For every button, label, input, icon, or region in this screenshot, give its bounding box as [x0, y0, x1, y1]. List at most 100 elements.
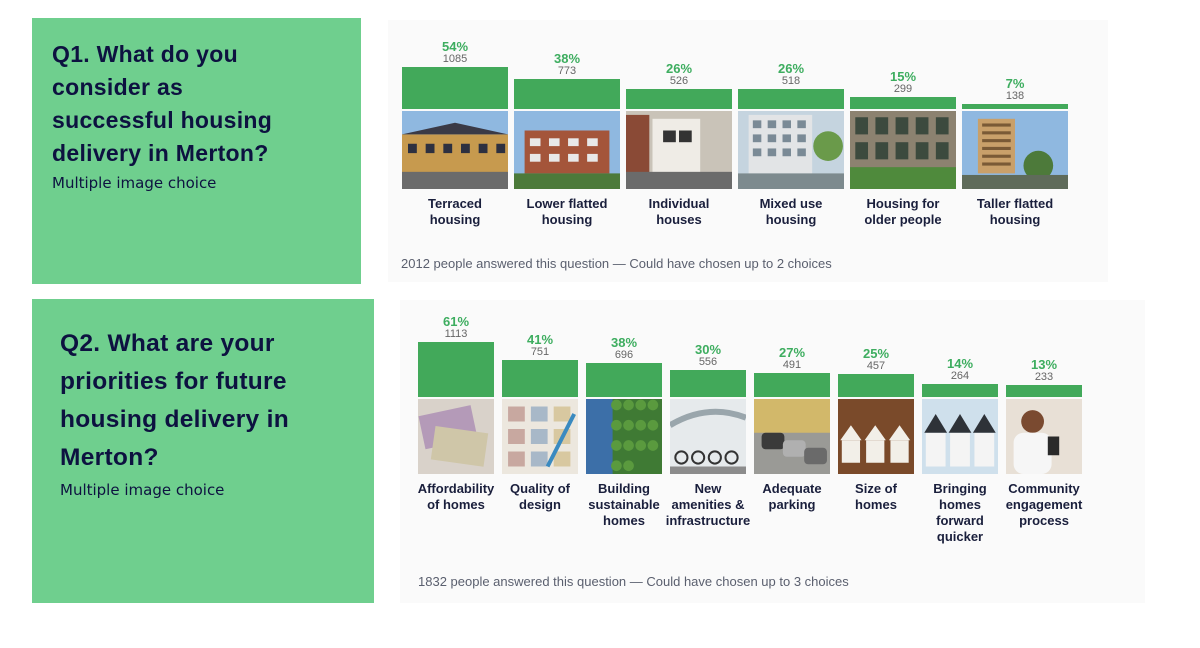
- bar: [402, 67, 508, 109]
- category-label-line: of homes: [427, 497, 485, 512]
- mixed-use-block-photo: [738, 111, 844, 189]
- count-label: 1085: [442, 53, 468, 65]
- category-label-line: Size of: [855, 481, 897, 496]
- category-label: Lower flatted housing: [510, 196, 624, 228]
- count-label: 518: [781, 74, 801, 87]
- category-label-line: amenities &: [671, 497, 745, 512]
- category-label-line: housing: [765, 212, 817, 227]
- bar: [514, 79, 620, 109]
- category-label-line: Housing for: [866, 196, 940, 211]
- category-label-line: forward: [936, 513, 984, 528]
- category-label: Size of homes: [832, 481, 920, 513]
- count-label: 233: [1034, 371, 1054, 384]
- bar: [738, 88, 844, 109]
- category-label-line: sustainable: [588, 497, 660, 512]
- bar: [838, 374, 914, 397]
- bar: [850, 97, 956, 109]
- bike-shelter-photo: [670, 399, 746, 474]
- category-label: Taller flatted housing: [958, 196, 1072, 228]
- category-label: Affordability of homes: [412, 481, 500, 513]
- category-label-line: housing: [541, 212, 593, 227]
- bar: [962, 103, 1068, 109]
- q2-footnote: 1832 people answered this question — Cou…: [418, 574, 849, 589]
- category-label: Quality of design: [496, 481, 584, 513]
- category-label-line: Adequate: [762, 481, 822, 496]
- category-label-line: Individual: [648, 196, 710, 211]
- q2-subtitle: Multiple image choice: [60, 481, 225, 499]
- value-label: 14%: [946, 356, 974, 372]
- category-label-line: Community: [1008, 481, 1080, 496]
- q1-chart-panel: 54% 1085 Terraced housing 38% 773 Lower flatte…: [388, 20, 1108, 282]
- category-label-line: Building: [598, 481, 650, 496]
- q1-title-line: Q1. What do you: [52, 41, 238, 67]
- value-label: 41%: [526, 332, 554, 348]
- bar: [502, 360, 578, 397]
- category-label: New amenities & infrastructure: [664, 481, 752, 529]
- value-label: 54%: [441, 39, 469, 54]
- category-label-line: housing: [429, 212, 481, 227]
- q1-subtitle: Multiple image choice: [52, 174, 217, 192]
- older-people-housing-photo: [850, 111, 956, 189]
- category-label-line: engagement: [1005, 497, 1083, 512]
- category-label: Adequate parking: [748, 481, 836, 513]
- terraced-houses-photo: [402, 111, 508, 189]
- person-phone-photo: [1006, 399, 1082, 474]
- tower-block-photo: [962, 111, 1068, 189]
- category-label-line: New: [694, 481, 722, 496]
- bar: [922, 384, 998, 397]
- category-label-line: process: [1019, 513, 1069, 528]
- house-models-photo: [838, 399, 914, 474]
- design-plans-photo: [502, 399, 578, 474]
- value-label: 38%: [610, 334, 638, 350]
- q2-chart-panel: 61% 1113 Affordability of homes 41% 751 Qualit…: [400, 300, 1145, 603]
- category-label: Bringing homes forward quicker: [916, 481, 1004, 545]
- count-label: 751: [530, 346, 550, 359]
- category-label-line: Bringing: [933, 481, 987, 496]
- q2-title-line: Q2. What are your: [60, 330, 275, 357]
- q1-footnote: 2012 people answered this question — Cou…: [401, 256, 832, 271]
- q2-title-line: priorities for future: [60, 368, 287, 395]
- count-label: 491: [782, 358, 802, 371]
- category-label-line: infrastructure: [665, 513, 751, 528]
- value-label: 13%: [1030, 357, 1058, 373]
- category-label-line: Terraced: [428, 196, 482, 211]
- category-label-line: Mixed use: [759, 196, 823, 211]
- category-label-line: houses: [656, 212, 702, 227]
- value-label: 38%: [553, 51, 581, 67]
- q2-title-line: Merton?: [60, 444, 159, 471]
- bar: [754, 372, 830, 397]
- count-label: 457: [866, 360, 886, 373]
- count-label: 773: [557, 65, 577, 78]
- bar: [586, 362, 662, 397]
- value-label: 61%: [442, 314, 470, 329]
- category-label-line: housing: [989, 212, 1041, 227]
- bar: [1006, 385, 1082, 397]
- category-label: Mixed use housing: [734, 196, 848, 228]
- bar: [670, 369, 746, 397]
- category-label: Community engagement process: [1000, 481, 1088, 529]
- category-label-line: Quality of: [510, 481, 570, 496]
- category-label: Housing for older people: [846, 196, 960, 228]
- bar: [418, 342, 494, 397]
- category-label-line: Affordability: [417, 481, 495, 496]
- count-label: 526: [669, 74, 689, 87]
- category-label-line: design: [519, 497, 561, 512]
- q2-title: Q2. What are your priorities for future ho…: [60, 325, 356, 477]
- count-label: 696: [614, 348, 634, 361]
- category-label-line: homes: [603, 513, 645, 528]
- count-label: 299: [893, 83, 913, 96]
- category-label-line: Taller flatted: [976, 196, 1054, 211]
- value-label: 30%: [694, 341, 722, 357]
- q1-title-line: delivery in Merton?: [52, 140, 269, 166]
- value-label: 26%: [665, 60, 693, 76]
- q2-question-box: Q2. What are your priorities for future ho…: [32, 299, 374, 603]
- count-label: 138: [1005, 89, 1025, 102]
- category-label-line: homes: [939, 497, 981, 512]
- category-label-line: parking: [768, 497, 816, 512]
- banknotes-photo: [418, 399, 494, 474]
- parked-cars-photo: [754, 399, 830, 474]
- count-label: 1113: [444, 328, 468, 340]
- category-label: Terraced housing: [398, 196, 512, 228]
- value-label: 7%: [1005, 75, 1025, 91]
- value-label: 15%: [889, 69, 917, 85]
